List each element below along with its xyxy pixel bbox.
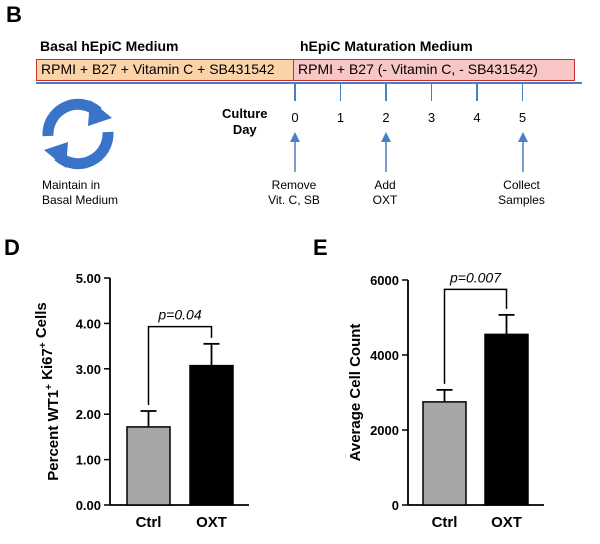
refresh-cycle-icon [42,98,114,170]
maturation-medium-title: hEpiC Maturation Medium [300,38,473,54]
y-axis-label-part: Ki67 [39,348,56,384]
y-tick-label: 0 [392,498,399,513]
category-label: Ctrl [432,514,458,531]
event-arrow [517,132,528,172]
significance-label: p=0.007 [449,269,502,285]
event-label: Remove Vit. C, SB [254,178,334,208]
event-label: Add OXT [345,178,425,208]
bar [484,333,529,506]
y-tick-label: 3.00 [76,362,101,377]
maintain-label-line-2: Basal Medium [42,193,119,207]
bar [422,401,467,506]
y-axis-label: Average Cell Count [347,324,364,462]
event-arrow [381,132,391,172]
basal-medium-title: Basal hEpiC Medium [40,38,179,54]
event-arrow [290,132,300,172]
maintain-label: Maintain in Basal Medium [42,178,118,208]
day-tick [476,83,478,101]
day-tick [294,83,296,101]
significance-bracket [443,288,508,384]
culture-day-label: Culture Day [222,106,268,138]
day-tick [339,83,341,101]
event-label-line: Collect [503,178,540,192]
y-axis-label-part: Cells [33,302,50,342]
timeline-axis [36,82,582,84]
culture-day-label-line-2: Day [232,122,257,137]
day-tick [385,83,387,101]
bar [126,426,171,506]
y-tick-label: 4.00 [76,316,101,331]
panel-letter: D [4,235,20,260]
maintain-label-line-1: Maintain in [42,178,101,192]
event-label: Collect Samples [482,178,562,208]
day-number: 4 [473,110,481,125]
day-number: 3 [427,110,436,125]
y-tick-label: 5.00 [76,271,101,286]
basal-medium-bar-label: RPMI + B27 + Vitamin C + SB431542 [41,61,275,77]
y-axis-label-part: + [38,342,49,348]
event-label-line: Remove [271,178,317,192]
basal-medium-bar: RPMI + B27 + Vitamin C + SB431542 [36,59,294,81]
event-label-line: OXT [372,193,398,207]
maturation-medium-bar-label: RPMI + B27 (- Vitamin C, - SB431542) [298,61,538,77]
y-axis-label-part: + [44,384,55,390]
y-axis-label: Percent WT1+ Ki67+ Cells [33,302,62,480]
day-number: 0 [291,110,299,125]
y-tick-label: 2.00 [76,407,101,422]
y-tick-label: 6000 [370,273,399,288]
day-number: 2 [382,110,390,125]
maturation-medium-bar: RPMI + B27 (- Vitamin C, - SB431542) [293,59,575,81]
significance-bracket [147,325,213,406]
y-tick-label: 2000 [370,423,399,438]
significance-label: p=0.04 [157,307,201,323]
event-label-line: Vit. C, SB [268,193,320,207]
day-tick [430,83,432,101]
category-label: OXT [196,514,227,531]
y-tick-label: 0.00 [76,498,101,513]
event-label-line: Samples [498,193,545,207]
day-number: 1 [336,110,345,125]
y-tick-label: 1.00 [76,453,101,468]
y-tick-label: 4000 [370,348,399,363]
y-axis-label-part: Average Cell Count [347,324,364,462]
category-label: Ctrl [136,514,162,531]
category-label: OXT [491,514,522,531]
bar [189,364,234,506]
day-number: 5 [518,110,527,125]
y-axis-label-part: Percent WT1 [45,390,62,481]
culture-day-label-line-1: Culture [222,106,268,121]
panel-letter: E [313,235,328,260]
panel-b-letter: B [6,2,22,27]
day-tick [521,83,523,101]
event-label-line: Add [374,178,396,192]
